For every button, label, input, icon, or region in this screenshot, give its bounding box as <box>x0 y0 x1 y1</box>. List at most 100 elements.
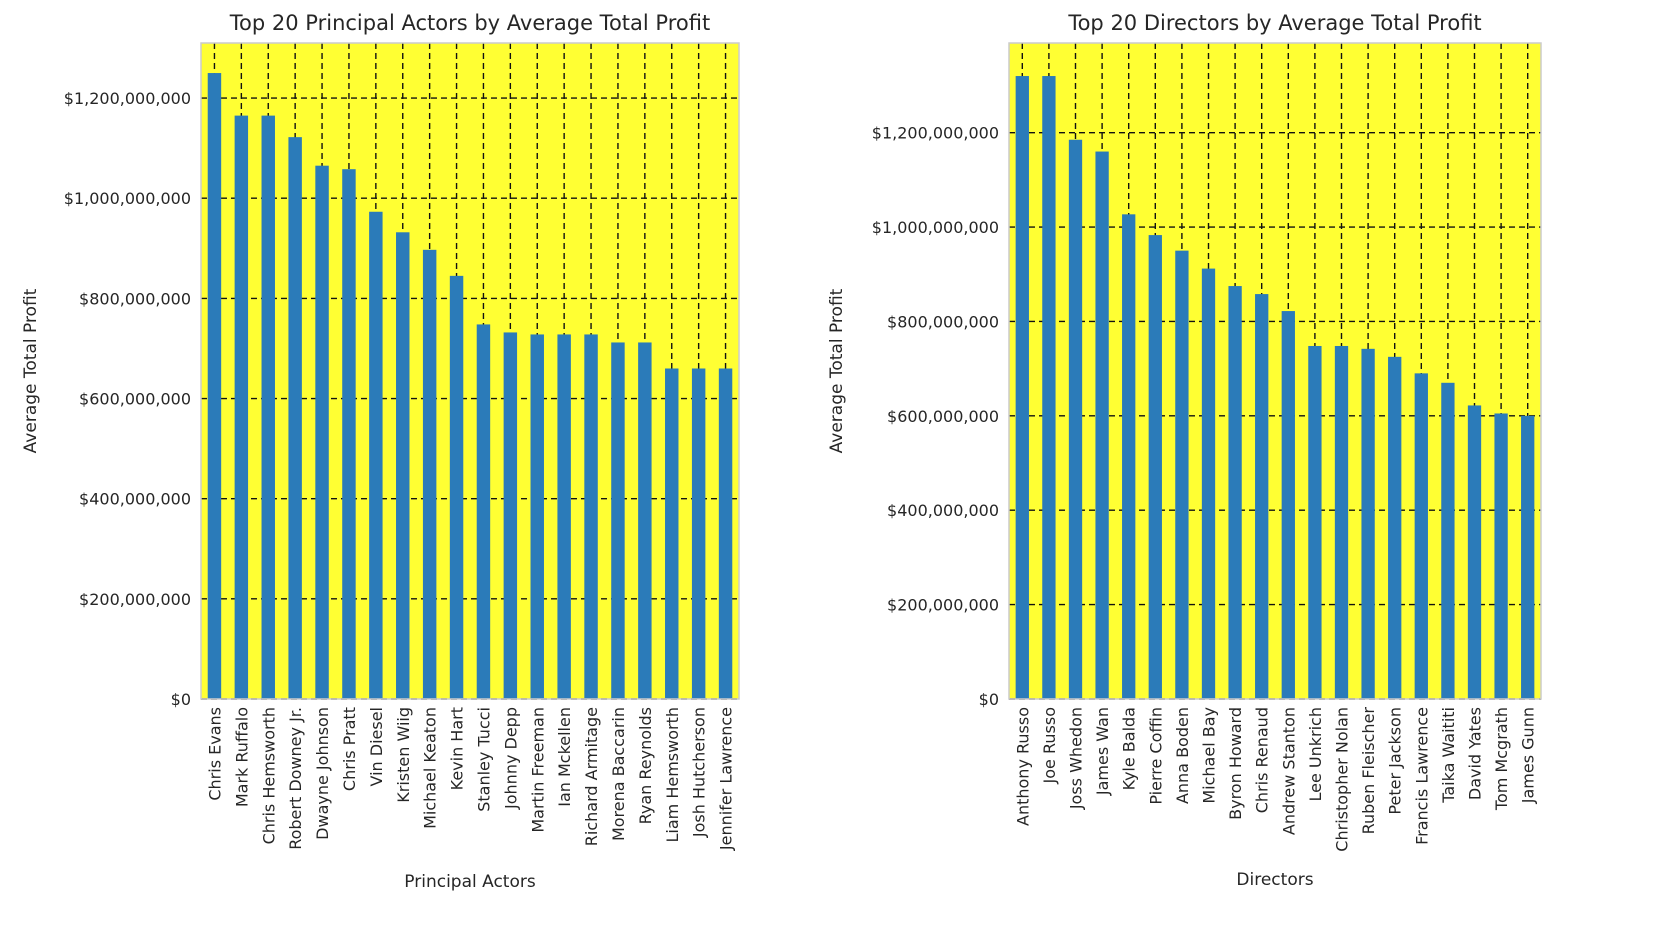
x-tick-label: Mark Ruffalo <box>232 707 251 807</box>
x-tick-label: Josh Hutcherson <box>690 707 709 838</box>
x-tick-label: Kyle Balda <box>1120 707 1139 790</box>
bar <box>1494 413 1508 699</box>
x-tick-label: Chris Pratt <box>340 707 359 791</box>
bar <box>1228 286 1242 699</box>
bar <box>449 275 464 699</box>
bar <box>261 115 275 699</box>
bar <box>1334 345 1349 699</box>
x-tick-label: Chris Renaud <box>1253 707 1272 813</box>
actors-chart: $0 $200,000,000 $400,000,000 $600,000,000 $8… <box>21 11 740 892</box>
bar <box>1281 311 1295 699</box>
x-tick-label: Kevin Hart <box>448 707 467 790</box>
y-tick-label: $600,000,000 <box>887 407 999 426</box>
y-tick-label: $0 <box>979 690 999 709</box>
bar <box>1441 382 1455 699</box>
x-tick-label: Tom Mcgrath <box>1492 707 1511 811</box>
x-tick-label: Anna Boden <box>1173 707 1192 804</box>
x-tick-label: Ruben Fleischer <box>1359 707 1378 835</box>
bar <box>1095 151 1109 700</box>
x-tick-label: Morena Baccarin <box>609 707 628 841</box>
y-tick-label: $800,000,000 <box>887 312 999 331</box>
x-tick-label: Andrew Stanton <box>1279 707 1298 835</box>
chart-title: Top 20 Principal Actors by Average Total… <box>229 11 710 35</box>
x-axis-label: Directors <box>1236 870 1313 890</box>
y-tick-label: $200,000,000 <box>887 596 999 615</box>
bar <box>1175 250 1189 700</box>
bar <box>1068 139 1083 700</box>
y-tick-label: $1,200,000,000 <box>64 89 191 108</box>
plot-area <box>1009 43 1541 699</box>
y-tick-label: $1,000,000,000 <box>872 218 999 237</box>
bar <box>530 334 544 699</box>
plot-frame <box>200 42 740 700</box>
y-axis-label: Average Total Profit <box>21 288 41 453</box>
x-tick-label: Kristen Wiig <box>394 707 413 803</box>
bar <box>342 169 356 699</box>
bar <box>638 342 652 699</box>
x-tick-label: Jennifer Lawrence <box>717 707 736 851</box>
y-tick-label: $400,000,000 <box>887 501 999 520</box>
bar <box>288 137 302 700</box>
x-tick-label: Peter Jackson <box>1386 707 1405 815</box>
bar <box>396 232 410 699</box>
y-axis-label: Average Total Profit <box>827 288 847 453</box>
bar <box>1388 356 1402 699</box>
x-tick-label: Michael Bay <box>1200 707 1219 804</box>
bar <box>557 334 571 699</box>
bar <box>1015 76 1029 700</box>
x-axis-label: Principal Actors <box>404 872 536 892</box>
x-tick-label: Robert Downey Jr. <box>286 707 305 850</box>
x-tick-label: Joss Whedon <box>1067 707 1086 810</box>
directors-chart: $0 $200,000,000 $400,000,000 $600,000,000 $8… <box>827 11 1542 890</box>
y-tick-label: $800,000,000 <box>79 289 191 308</box>
plot-area <box>201 43 739 699</box>
bar <box>207 73 222 700</box>
x-tick-label: Chris Hemsworth <box>259 707 278 844</box>
x-tick-label: Stanley Tucci <box>474 707 493 812</box>
x-tick-label: Johnny Depp <box>501 707 520 810</box>
y-tick-label: $600,000,000 <box>79 390 191 409</box>
bar <box>718 368 733 699</box>
x-tick-label: Christopher Nolan <box>1333 707 1352 852</box>
bar <box>503 332 518 699</box>
bar <box>1414 373 1428 699</box>
bar <box>1255 294 1269 699</box>
bar <box>369 211 383 699</box>
y-tick-label: $0 <box>171 690 191 709</box>
bar <box>665 368 679 699</box>
x-tick-label: Ryan Reynolds <box>636 707 655 824</box>
bar <box>422 249 437 700</box>
y-tick-label: $200,000,000 <box>79 590 191 609</box>
bar <box>234 115 249 699</box>
x-tick-label: Dwayne Johnson <box>313 707 332 840</box>
x-tick-label: Francis Lawrence <box>1412 707 1431 845</box>
bar <box>611 342 625 699</box>
bar <box>691 368 706 699</box>
bar <box>315 165 329 700</box>
x-tick-label: Vin Diesel <box>367 707 386 787</box>
chart-title: Top 20 Directors by Average Total Profit <box>1067 11 1481 35</box>
x-tick-label: Chris Evans <box>205 707 224 801</box>
x-tick-label: Pierre Coffin <box>1146 707 1165 805</box>
x-tick-label: Martin Freeman <box>528 707 547 833</box>
plot-frame <box>1008 42 1542 700</box>
bar <box>476 324 491 699</box>
bar <box>1122 214 1136 699</box>
bar <box>1201 268 1216 699</box>
x-tick-label: Lee Unkrich <box>1306 707 1325 801</box>
x-tick-label: Richard Armitage <box>582 707 601 846</box>
x-tick-label: David Yates <box>1466 707 1485 800</box>
bar <box>1042 76 1056 700</box>
x-tick-label: Liam Hemsworth <box>663 707 682 843</box>
bar <box>1148 235 1162 700</box>
x-tick-label: Byron Howard <box>1226 707 1245 820</box>
x-tick-label: Ian Mckellen <box>555 707 574 807</box>
x-tick-label: James Gunn <box>1519 707 1538 804</box>
x-tick-label: Anthony Russo <box>1013 707 1032 826</box>
x-tick-label: Taika Waititi <box>1439 707 1458 804</box>
x-tick-label: Joe Russo <box>1040 707 1059 784</box>
x-tick-label: James Wan <box>1093 707 1112 796</box>
x-tick-label: Michael Keaton <box>421 707 440 829</box>
bar <box>1361 348 1375 699</box>
